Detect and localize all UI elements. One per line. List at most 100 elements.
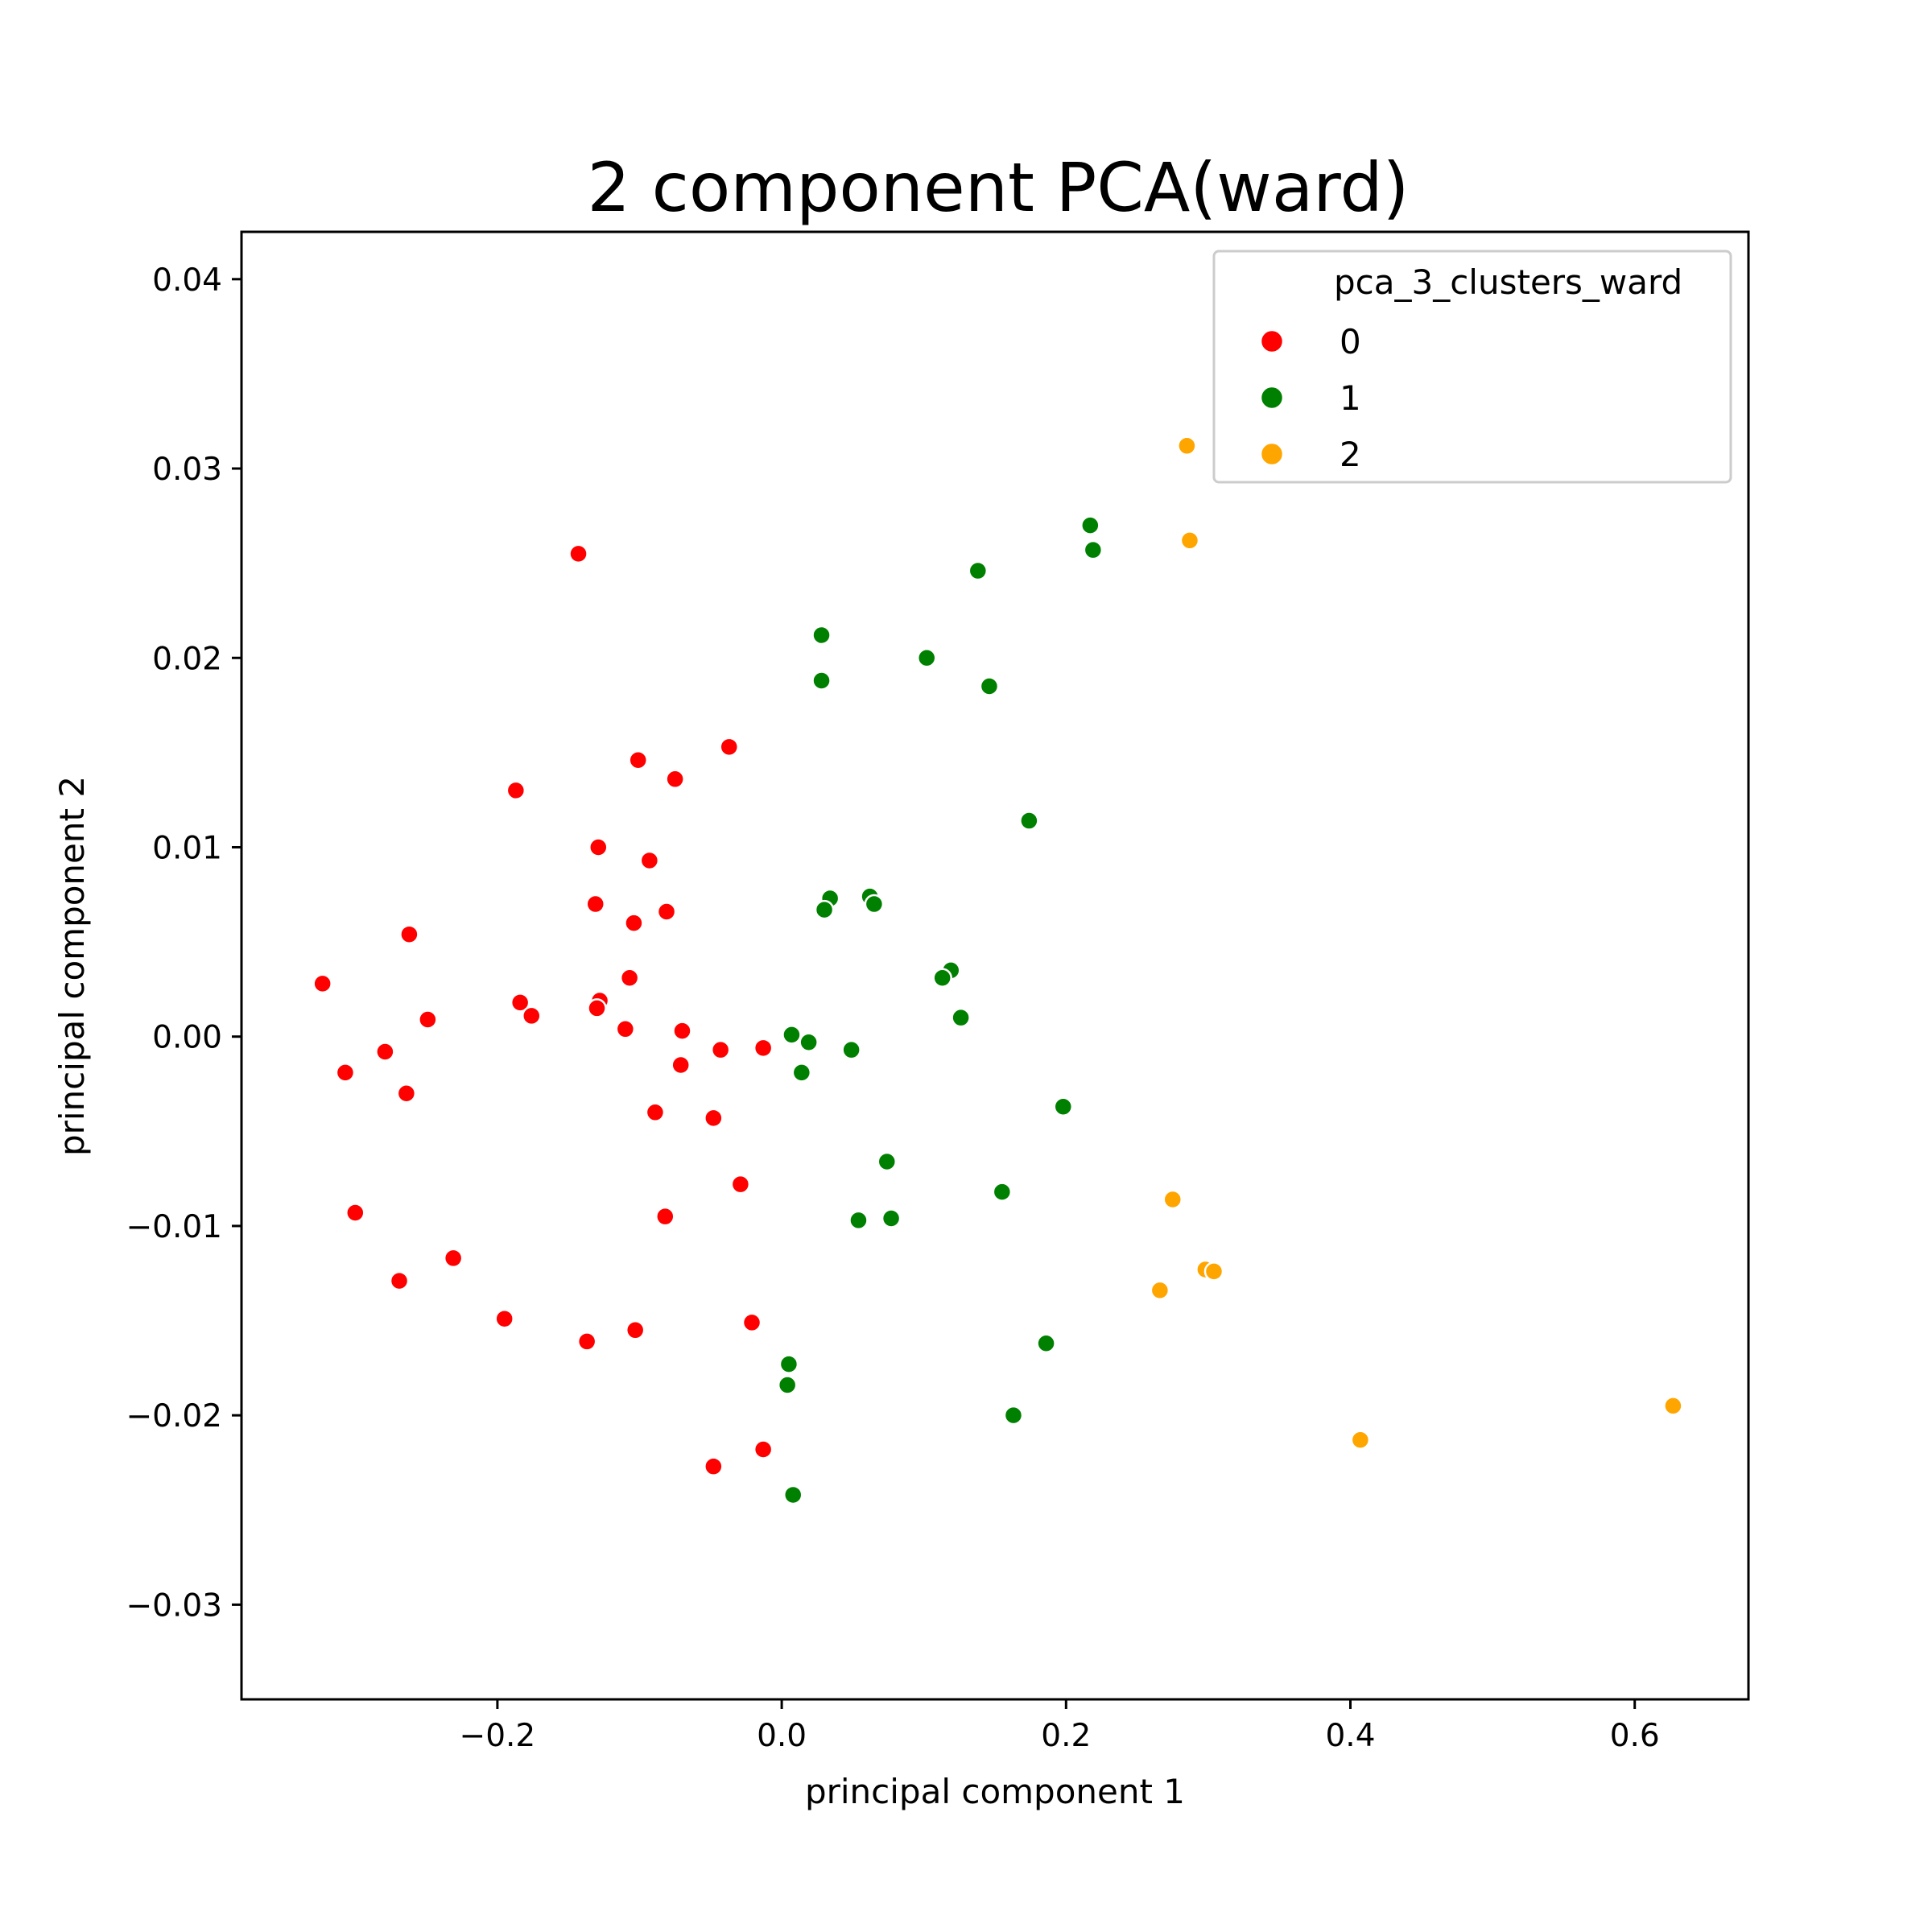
scatter-point-cluster-0: [312, 973, 332, 994]
scatter-point-cluster-1: [841, 1039, 861, 1060]
legend-title: pca_3_clusters_ward: [1334, 262, 1682, 302]
scatter-point-cluster-0: [730, 1174, 751, 1195]
scatter-point-cluster-0: [335, 1063, 356, 1083]
scatter-point-cluster-1: [932, 968, 952, 989]
scatter-point-cluster-1: [811, 671, 832, 691]
scatter-point-cluster-0: [619, 968, 640, 989]
scatter-point-cluster-0: [645, 1102, 666, 1123]
scatter-point-cluster-1: [992, 1182, 1013, 1202]
legend-marker-0: [1259, 328, 1285, 354]
scatter-point-cluster-0: [345, 1203, 365, 1223]
scatter-point-cluster-0: [396, 1084, 417, 1104]
legend-label-2: 2: [1340, 435, 1361, 474]
scatter-point-cluster-0: [656, 902, 677, 922]
x-tick-label: 0.4: [1325, 1718, 1375, 1754]
scatter-point-cluster-0: [672, 1021, 692, 1041]
scatter-point-cluster-0: [719, 737, 740, 758]
scatter-point-cluster-0: [665, 769, 685, 790]
scatter-point-cluster-1: [979, 676, 1000, 696]
legend-label-0: 0: [1340, 322, 1361, 361]
scatter-point-cluster-0: [522, 1005, 542, 1026]
legend: pca_3_clusters_ward 0 1 2: [1212, 250, 1732, 484]
scatter-point-cluster-1: [814, 899, 835, 920]
scatter-point-cluster-0: [615, 1019, 636, 1039]
y-tick-label: 0.01: [152, 830, 222, 866]
scatter-point-cluster-0: [624, 913, 644, 933]
scatter-point-cluster-0: [741, 1312, 762, 1333]
y-tick-label: −0.02: [126, 1398, 222, 1435]
data-points: [312, 436, 1683, 1505]
scatter-point-cluster-1: [799, 1032, 819, 1053]
scatter-point-cluster-1: [782, 1484, 803, 1505]
scatter-point-cluster-0: [418, 1009, 438, 1030]
scatter-point-cluster-0: [671, 1055, 691, 1075]
scatter-point-cluster-0: [587, 998, 607, 1018]
scatter-point-cluster-1: [778, 1354, 799, 1374]
scatter-point-cluster-2: [1177, 436, 1197, 456]
legend-box: [1212, 250, 1732, 484]
scatter-point-cluster-0: [443, 1248, 464, 1269]
y-tick-label: 0.03: [152, 452, 222, 488]
scatter-point-cluster-1: [1053, 1096, 1074, 1117]
scatter-point-cluster-1: [951, 1007, 971, 1028]
y-tick-label: −0.03: [126, 1587, 222, 1624]
scatter-point-cluster-0: [753, 1439, 774, 1459]
scatter-point-cluster-0: [628, 750, 648, 770]
x-tick-label: −0.2: [460, 1718, 536, 1754]
scatter-point-cluster-1: [791, 1063, 812, 1083]
scatter-point-cluster-1: [1003, 1405, 1024, 1426]
scatter-point-cluster-1: [782, 1025, 802, 1045]
scatter-point-cluster-2: [1179, 530, 1200, 551]
scatter-point-cluster-1: [877, 1151, 898, 1172]
y-tick-label: 0.04: [152, 262, 222, 299]
y-tick-label: 0.02: [152, 641, 222, 677]
scatter-point-cluster-0: [585, 894, 605, 914]
scatter-point-cluster-0: [494, 1308, 514, 1329]
scatter-point-cluster-1: [1083, 539, 1104, 560]
scatter-point-cluster-2: [1663, 1396, 1683, 1416]
scatter-point-cluster-1: [968, 560, 989, 581]
scatter-point-cluster-1: [916, 648, 937, 668]
scatter-point-cluster-1: [1019, 811, 1039, 831]
scatter-point-cluster-0: [389, 1270, 410, 1291]
scatter-point-cluster-0: [753, 1038, 774, 1059]
scatter-point-cluster-2: [1350, 1430, 1371, 1450]
x-axis: −0.2 0.0 0.2 0.4 0.6: [460, 1699, 1660, 1754]
scatter-point-cluster-1: [848, 1210, 869, 1231]
scatter-point-cluster-2: [1162, 1189, 1183, 1210]
scatter-point-cluster-1: [1036, 1333, 1056, 1354]
scatter-point-cluster-0: [588, 837, 609, 857]
scatter-point-cluster-0: [704, 1108, 724, 1129]
scatter-point-cluster-1: [881, 1208, 902, 1228]
scatter-point-cluster-0: [576, 1331, 597, 1352]
y-axis-label: principal component 2: [52, 776, 92, 1156]
scatter-point-cluster-0: [506, 780, 526, 801]
scatter-point-cluster-0: [639, 850, 660, 871]
scatter-point-cluster-2: [1150, 1280, 1170, 1301]
scatter-point-cluster-1: [777, 1375, 798, 1395]
scatter-point-cluster-0: [655, 1206, 675, 1227]
legend-label-1: 1: [1340, 378, 1361, 418]
scatter-point-cluster-0: [568, 543, 588, 564]
y-tick-label: 0.00: [152, 1020, 222, 1056]
chart-title: 2 component PCA(ward): [588, 148, 1410, 227]
legend-marker-1: [1259, 385, 1285, 411]
y-tick-label: −0.01: [126, 1209, 222, 1245]
scatter-point-cluster-0: [510, 993, 530, 1013]
scatter-point-cluster-0: [704, 1456, 724, 1476]
scatter-point-cluster-0: [625, 1320, 646, 1340]
y-axis: −0.03 −0.02 −0.01 0.00 0.01 0.02 0.03 0.04: [126, 262, 242, 1624]
x-tick-label: 0.0: [757, 1718, 807, 1754]
scatter-point-cluster-1: [864, 894, 885, 914]
scatter-point-cluster-2: [1203, 1261, 1224, 1282]
x-tick-label: 0.2: [1041, 1718, 1091, 1754]
scatter-point-cluster-1: [811, 625, 832, 646]
legend-marker-2: [1259, 441, 1285, 467]
scatter-point-cluster-0: [375, 1042, 395, 1062]
scatter-point-cluster-1: [1080, 515, 1100, 535]
scatter-point-cluster-0: [710, 1039, 731, 1060]
x-tick-label: 0.6: [1610, 1718, 1660, 1754]
x-axis-label: principal component 1: [805, 1772, 1185, 1811]
scatter-point-cluster-0: [399, 924, 419, 944]
